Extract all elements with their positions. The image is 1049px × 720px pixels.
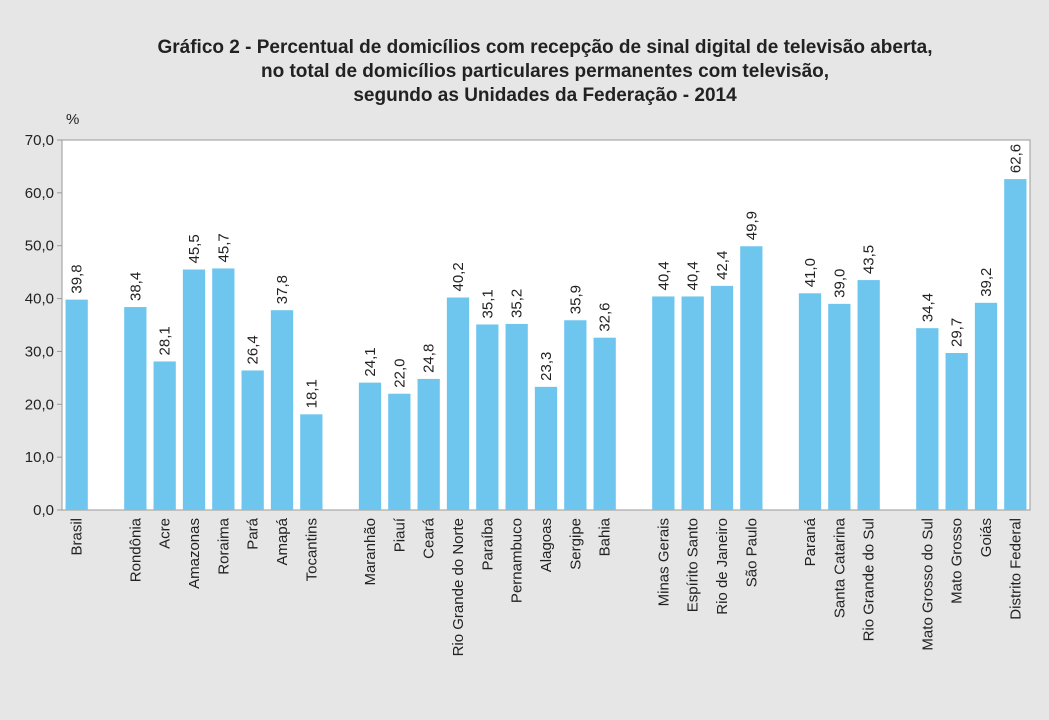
y-tick-label: 60,0 bbox=[25, 185, 54, 202]
value-label: 45,5 bbox=[186, 234, 203, 263]
x-tick-label: Rondônia bbox=[127, 517, 144, 582]
y-tick-label: 50,0 bbox=[25, 238, 54, 255]
x-tick-label: Mato Grosso bbox=[949, 518, 966, 604]
value-label: 49,9 bbox=[743, 211, 760, 240]
y-tick-label: 20,0 bbox=[25, 396, 54, 413]
y-tick-label: 70,0 bbox=[25, 132, 54, 149]
x-tick-label: Ceará bbox=[421, 517, 438, 559]
bar bbox=[857, 280, 880, 510]
x-tick-label: Sergipe bbox=[567, 518, 584, 570]
bar bbox=[681, 296, 704, 510]
x-tick-label: Bahia bbox=[597, 517, 614, 556]
x-tick-label: São Paulo bbox=[743, 518, 760, 587]
bar bbox=[534, 386, 558, 510]
x-tick-label: Alagoas bbox=[538, 518, 555, 572]
value-label: 23,3 bbox=[538, 352, 555, 381]
x-tick-label: Santa Catarina bbox=[831, 517, 848, 618]
bar bbox=[1004, 179, 1027, 510]
value-label: 22,0 bbox=[391, 359, 408, 388]
value-label: 39,2 bbox=[978, 268, 995, 297]
x-tick-label: Acre bbox=[157, 518, 174, 549]
bar bbox=[652, 296, 675, 510]
bar bbox=[974, 302, 998, 510]
x-tick-label: Paraná bbox=[802, 517, 819, 566]
bar bbox=[740, 246, 763, 510]
x-tick-label: Espírito Santo bbox=[685, 518, 702, 612]
bar bbox=[945, 353, 968, 510]
bar bbox=[388, 393, 411, 510]
value-label: 40,4 bbox=[685, 261, 702, 290]
x-tick-label: Rio Grande do Sul bbox=[861, 518, 878, 641]
value-label: 24,8 bbox=[421, 344, 438, 373]
value-label: 34,4 bbox=[919, 293, 936, 322]
x-tick-label: Paraíba bbox=[479, 517, 496, 570]
value-label: 37,8 bbox=[274, 275, 291, 304]
x-tick-label: Amapá bbox=[274, 517, 291, 565]
x-tick-label: Rio Grande do Norte bbox=[450, 518, 467, 656]
chart-title: Gráfico 2 - Percentual de domicílios com… bbox=[157, 37, 932, 58]
value-label: 45,7 bbox=[215, 233, 232, 262]
x-tick-label: Piauí bbox=[391, 517, 408, 552]
bar bbox=[153, 361, 176, 510]
bar bbox=[270, 310, 294, 510]
bar bbox=[358, 382, 382, 510]
y-tick-label: 40,0 bbox=[25, 291, 54, 308]
bar bbox=[476, 324, 499, 510]
x-tick-label: Amazonas bbox=[186, 518, 203, 589]
y-axis-label: % bbox=[66, 111, 79, 128]
y-tick-label: 30,0 bbox=[25, 343, 54, 360]
x-tick-label: Mato Grosso do Sul bbox=[919, 518, 936, 651]
value-label: 32,6 bbox=[597, 302, 614, 331]
bar bbox=[446, 297, 470, 510]
value-label: 40,2 bbox=[450, 262, 467, 291]
bar bbox=[300, 414, 323, 510]
value-label: 43,5 bbox=[861, 245, 878, 274]
y-tick-label: 10,0 bbox=[25, 449, 54, 466]
bar bbox=[65, 299, 88, 510]
value-label: 28,1 bbox=[157, 326, 174, 355]
chart-title: segundo as Unidades da Federação - 2014 bbox=[353, 85, 737, 106]
value-label: 35,2 bbox=[509, 289, 526, 318]
chart-title: no total de domicílios particulares perm… bbox=[261, 61, 829, 82]
value-label: 26,4 bbox=[245, 335, 262, 364]
bar bbox=[916, 328, 939, 510]
y-tick-label: 0,0 bbox=[33, 502, 54, 519]
bar bbox=[182, 269, 206, 510]
value-label: 39,0 bbox=[831, 269, 848, 298]
value-label: 38,4 bbox=[127, 272, 144, 301]
x-tick-label: Distrito Federal bbox=[1007, 518, 1024, 620]
value-label: 24,1 bbox=[362, 347, 379, 376]
x-tick-label: Maranhão bbox=[362, 518, 379, 586]
value-label: 41,0 bbox=[802, 258, 819, 287]
value-label: 35,9 bbox=[567, 285, 584, 314]
bar bbox=[241, 370, 264, 510]
x-tick-label: Roraima bbox=[215, 517, 232, 574]
x-tick-label: Pará bbox=[245, 517, 262, 549]
value-label: 42,4 bbox=[714, 251, 731, 280]
value-label: 18,1 bbox=[303, 379, 320, 408]
bar bbox=[212, 268, 235, 510]
x-tick-label: Goiás bbox=[978, 518, 995, 557]
value-label: 39,8 bbox=[69, 264, 86, 293]
value-label: 29,7 bbox=[949, 318, 966, 347]
x-tick-label: Brasil bbox=[69, 518, 86, 556]
value-label: 35,1 bbox=[479, 289, 496, 318]
bar bbox=[710, 285, 734, 510]
bar bbox=[124, 307, 147, 510]
bar bbox=[828, 303, 851, 510]
bar bbox=[798, 293, 822, 510]
x-tick-label: Rio de Janeiro bbox=[714, 518, 731, 615]
bar bbox=[593, 337, 616, 510]
value-label: 62,6 bbox=[1007, 144, 1024, 173]
value-label: 40,4 bbox=[655, 261, 672, 290]
bar bbox=[564, 320, 587, 510]
bar bbox=[505, 323, 528, 510]
x-tick-label: Tocantins bbox=[303, 518, 320, 581]
x-tick-label: Minas Gerais bbox=[655, 518, 672, 606]
bar bbox=[417, 378, 440, 510]
x-tick-label: Pernambuco bbox=[509, 518, 526, 603]
